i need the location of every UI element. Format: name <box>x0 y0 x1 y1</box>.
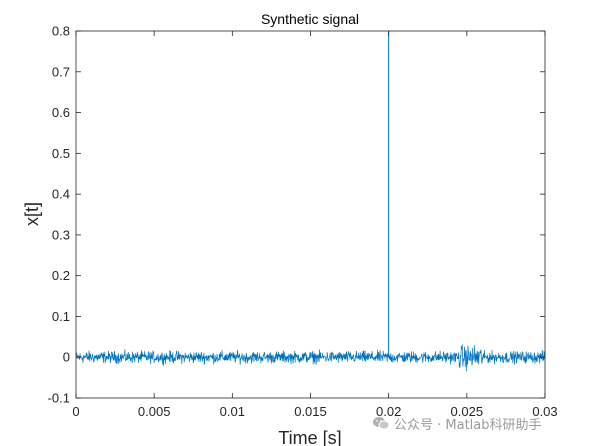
y-tick-label: 0.8 <box>52 24 70 39</box>
chart-title: Synthetic signal <box>261 11 359 27</box>
y-tick-label: 0.7 <box>52 64 70 79</box>
watermark: 公众号 · Matlab科研助手 <box>372 412 542 434</box>
plot-area: 0 0.005 0.01 0.015 0.02 0.025 0.03-0.100.10.20… <box>48 24 558 420</box>
axes-box <box>75 30 546 399</box>
y-tick-label: 0.6 <box>52 105 70 120</box>
watermark-text: 公众号 · Matlab科研助手 <box>394 417 542 433</box>
y-tick-label: 0 <box>63 350 70 365</box>
x-tick-label: 0.03 <box>532 404 557 419</box>
y-tick-label: 0.5 <box>52 146 70 161</box>
y-tick-label: 0.4 <box>52 187 70 202</box>
x-tick-label: 0.02 <box>376 404 401 419</box>
x-axis-title: Time [s] <box>278 428 341 446</box>
x-tick-label: 0 <box>72 404 79 419</box>
y-tick-label: 0.2 <box>52 268 70 283</box>
y-axis-title: x[t] <box>22 202 42 226</box>
y-tick-label: -0.1 <box>48 391 70 406</box>
x-tick-label: 0.025 <box>451 404 484 419</box>
y-tick-label: 0.3 <box>52 227 70 242</box>
x-tick-label: 0.015 <box>294 404 327 419</box>
wechat-icon <box>373 417 390 430</box>
x-tick-label: 0.005 <box>138 404 171 419</box>
signal-line <box>75 344 546 372</box>
x-tick-label: 0.01 <box>220 404 245 419</box>
y-tick-label: 0.1 <box>52 309 70 324</box>
